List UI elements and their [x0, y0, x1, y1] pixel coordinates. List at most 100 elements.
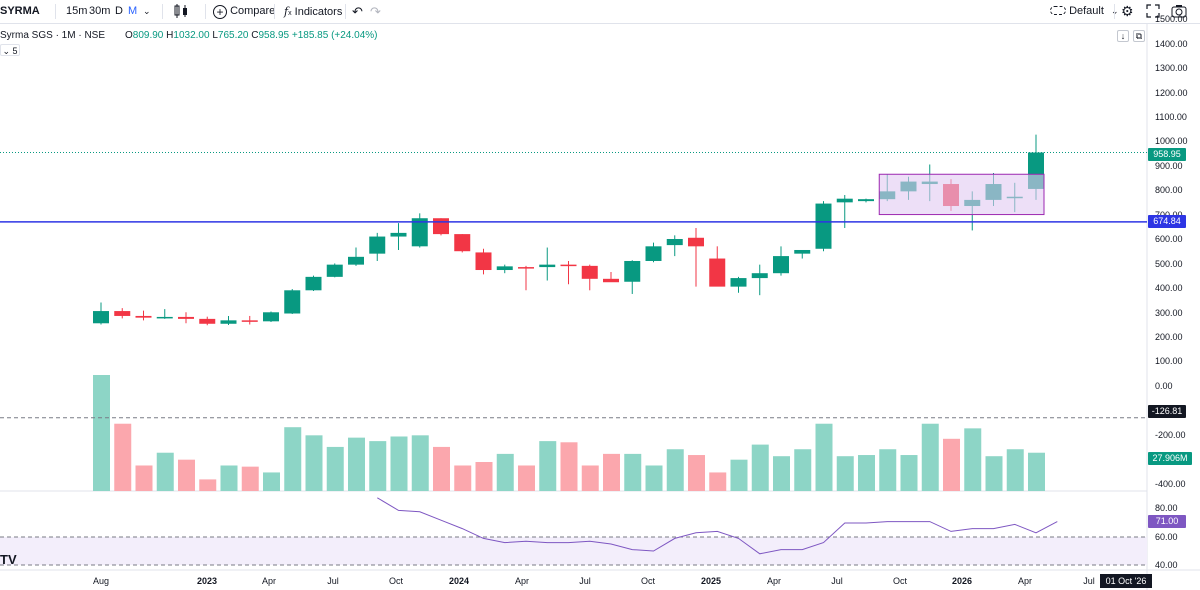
- volume-bar: [794, 449, 812, 491]
- toolbar-divider: [1114, 4, 1115, 19]
- volume-bar: [475, 462, 493, 491]
- volume-bar: [305, 435, 323, 491]
- price-tick-label: 400.00: [1155, 283, 1183, 294]
- collapse-count: 5: [12, 46, 18, 56]
- price-tick-label: 1200.00: [1155, 87, 1188, 98]
- candle-body: [241, 320, 258, 322]
- maximize-pane-icon[interactable]: ⧉: [1133, 30, 1145, 42]
- interval-15m[interactable]: 15m: [66, 5, 88, 17]
- dashed-value-tag: -126.81: [1148, 405, 1186, 418]
- time-tick-label: 2025: [700, 576, 722, 586]
- volume-bar: [241, 466, 259, 491]
- candle-body: [348, 256, 364, 265]
- time-tick-label: 2023: [196, 576, 218, 586]
- chart-canvas[interactable]: [0, 24, 1200, 590]
- rsi-band: [0, 537, 1147, 565]
- symbol-search[interactable]: SYRMA: [0, 5, 40, 17]
- candle-body: [730, 278, 747, 287]
- candle-body: [220, 320, 237, 324]
- volume-bar: [624, 453, 642, 491]
- chevron-down-icon: ⌄: [2, 46, 10, 56]
- open-value: 809.90: [132, 30, 164, 41]
- volume-bar: [581, 465, 599, 491]
- toolbar-divider: [55, 4, 56, 19]
- time-tick-label: Oct: [892, 576, 908, 586]
- price-tick-label: -200.00: [1155, 429, 1186, 440]
- rsi-tick-60: 60.00: [1155, 532, 1178, 542]
- toolbar-divider: [345, 4, 346, 19]
- time-tick-label: Jul: [327, 576, 339, 586]
- candle-body: [709, 258, 726, 287]
- range-box: [878, 173, 1045, 216]
- volume-bar: [603, 453, 620, 491]
- low-value: 765.20: [217, 30, 249, 41]
- price-tick-label: 700.00: [1150, 210, 1200, 220]
- gear-icon[interactable]: ⚙: [1121, 3, 1134, 19]
- volume-bar: [709, 472, 727, 491]
- candle-body: [773, 256, 789, 274]
- time-tick-label: Jul: [1083, 576, 1095, 586]
- interval-d[interactable]: D: [115, 5, 123, 17]
- candle-layer: [93, 134, 1044, 326]
- volume-bar: [666, 449, 684, 491]
- undo-icon[interactable]: ↶: [352, 4, 363, 19]
- volume-bar: [985, 456, 1003, 491]
- indicators-button[interactable]: fx Indicators: [284, 5, 343, 18]
- toolbar-divider: [205, 4, 206, 19]
- candle-body: [433, 218, 449, 235]
- volume-bar: [390, 436, 408, 491]
- layout-button[interactable]: Default ⌄: [1050, 0, 1119, 23]
- volume-bar: [836, 456, 854, 491]
- candles-chart-type-icon[interactable]: [173, 0, 189, 23]
- candle-body: [263, 312, 279, 322]
- open-key: O: [125, 30, 133, 41]
- legend-collapse-button[interactable]: ⌄ 5: [0, 44, 20, 56]
- candle-body: [496, 266, 513, 271]
- plus-circle-icon: +: [213, 5, 227, 19]
- volume-bar: [135, 465, 153, 491]
- candle-body: [369, 236, 386, 254]
- fullscreen-icon[interactable]: [1146, 0, 1160, 23]
- time-tick-label: Oct: [388, 576, 404, 586]
- price-tick-label: 600.00: [1155, 234, 1183, 245]
- volume-layer: [93, 375, 1045, 491]
- crosshair-date-tag: 01 Oct '26: [1100, 574, 1152, 588]
- interval-30m[interactable]: 30m: [89, 5, 111, 17]
- symbol-legend[interactable]: Syrma SGS · 1M · NSE: [0, 30, 106, 41]
- candle-body: [581, 265, 598, 279]
- volume-bar: [348, 437, 365, 491]
- candle-body: [326, 264, 343, 277]
- low-key: L: [212, 30, 218, 41]
- volume-bar: [433, 446, 450, 491]
- price-tick-label: 100.00: [1155, 356, 1183, 367]
- indicators-label: Indicators: [294, 6, 343, 18]
- candle-body: [135, 315, 152, 318]
- arrow-down-icon[interactable]: ↓: [1117, 30, 1129, 42]
- camera-icon[interactable]: [1171, 0, 1187, 23]
- compare-button[interactable]: + Compare: [213, 0, 275, 23]
- volume-bar: [773, 456, 790, 491]
- time-tick-label: 2026: [951, 576, 973, 586]
- volume-bar: [900, 455, 918, 491]
- overlay-layer: [0, 152, 1147, 419]
- volume-bar: [518, 465, 535, 491]
- redo-icon[interactable]: ↷: [370, 4, 381, 19]
- rsi-value-tag: 71.00: [1148, 515, 1186, 528]
- ohlc-legend: O809.90 H1032.00 L765.20 C958.95 +185.85…: [125, 30, 378, 41]
- function-icon: f: [284, 5, 289, 18]
- volume-bar: [178, 459, 195, 491]
- candle-body: [284, 290, 301, 314]
- volume-bar: [858, 455, 875, 491]
- rsi-line: [377, 497, 1058, 555]
- candle-body: [411, 218, 428, 247]
- time-tick-label: Apr: [261, 576, 277, 586]
- interval-chevron-down-icon[interactable]: ⌄: [143, 6, 151, 16]
- price-tick-label: 200.00: [1155, 331, 1183, 342]
- hline-price-tag: 674.84: [1148, 215, 1186, 228]
- volume-bar: [199, 479, 217, 491]
- volume-bar: [284, 427, 302, 491]
- interval-m[interactable]: M: [128, 5, 138, 17]
- candle-body: [858, 199, 874, 202]
- tradingview-logo-icon[interactable]: TV: [0, 552, 17, 567]
- candle-body: [199, 318, 216, 324]
